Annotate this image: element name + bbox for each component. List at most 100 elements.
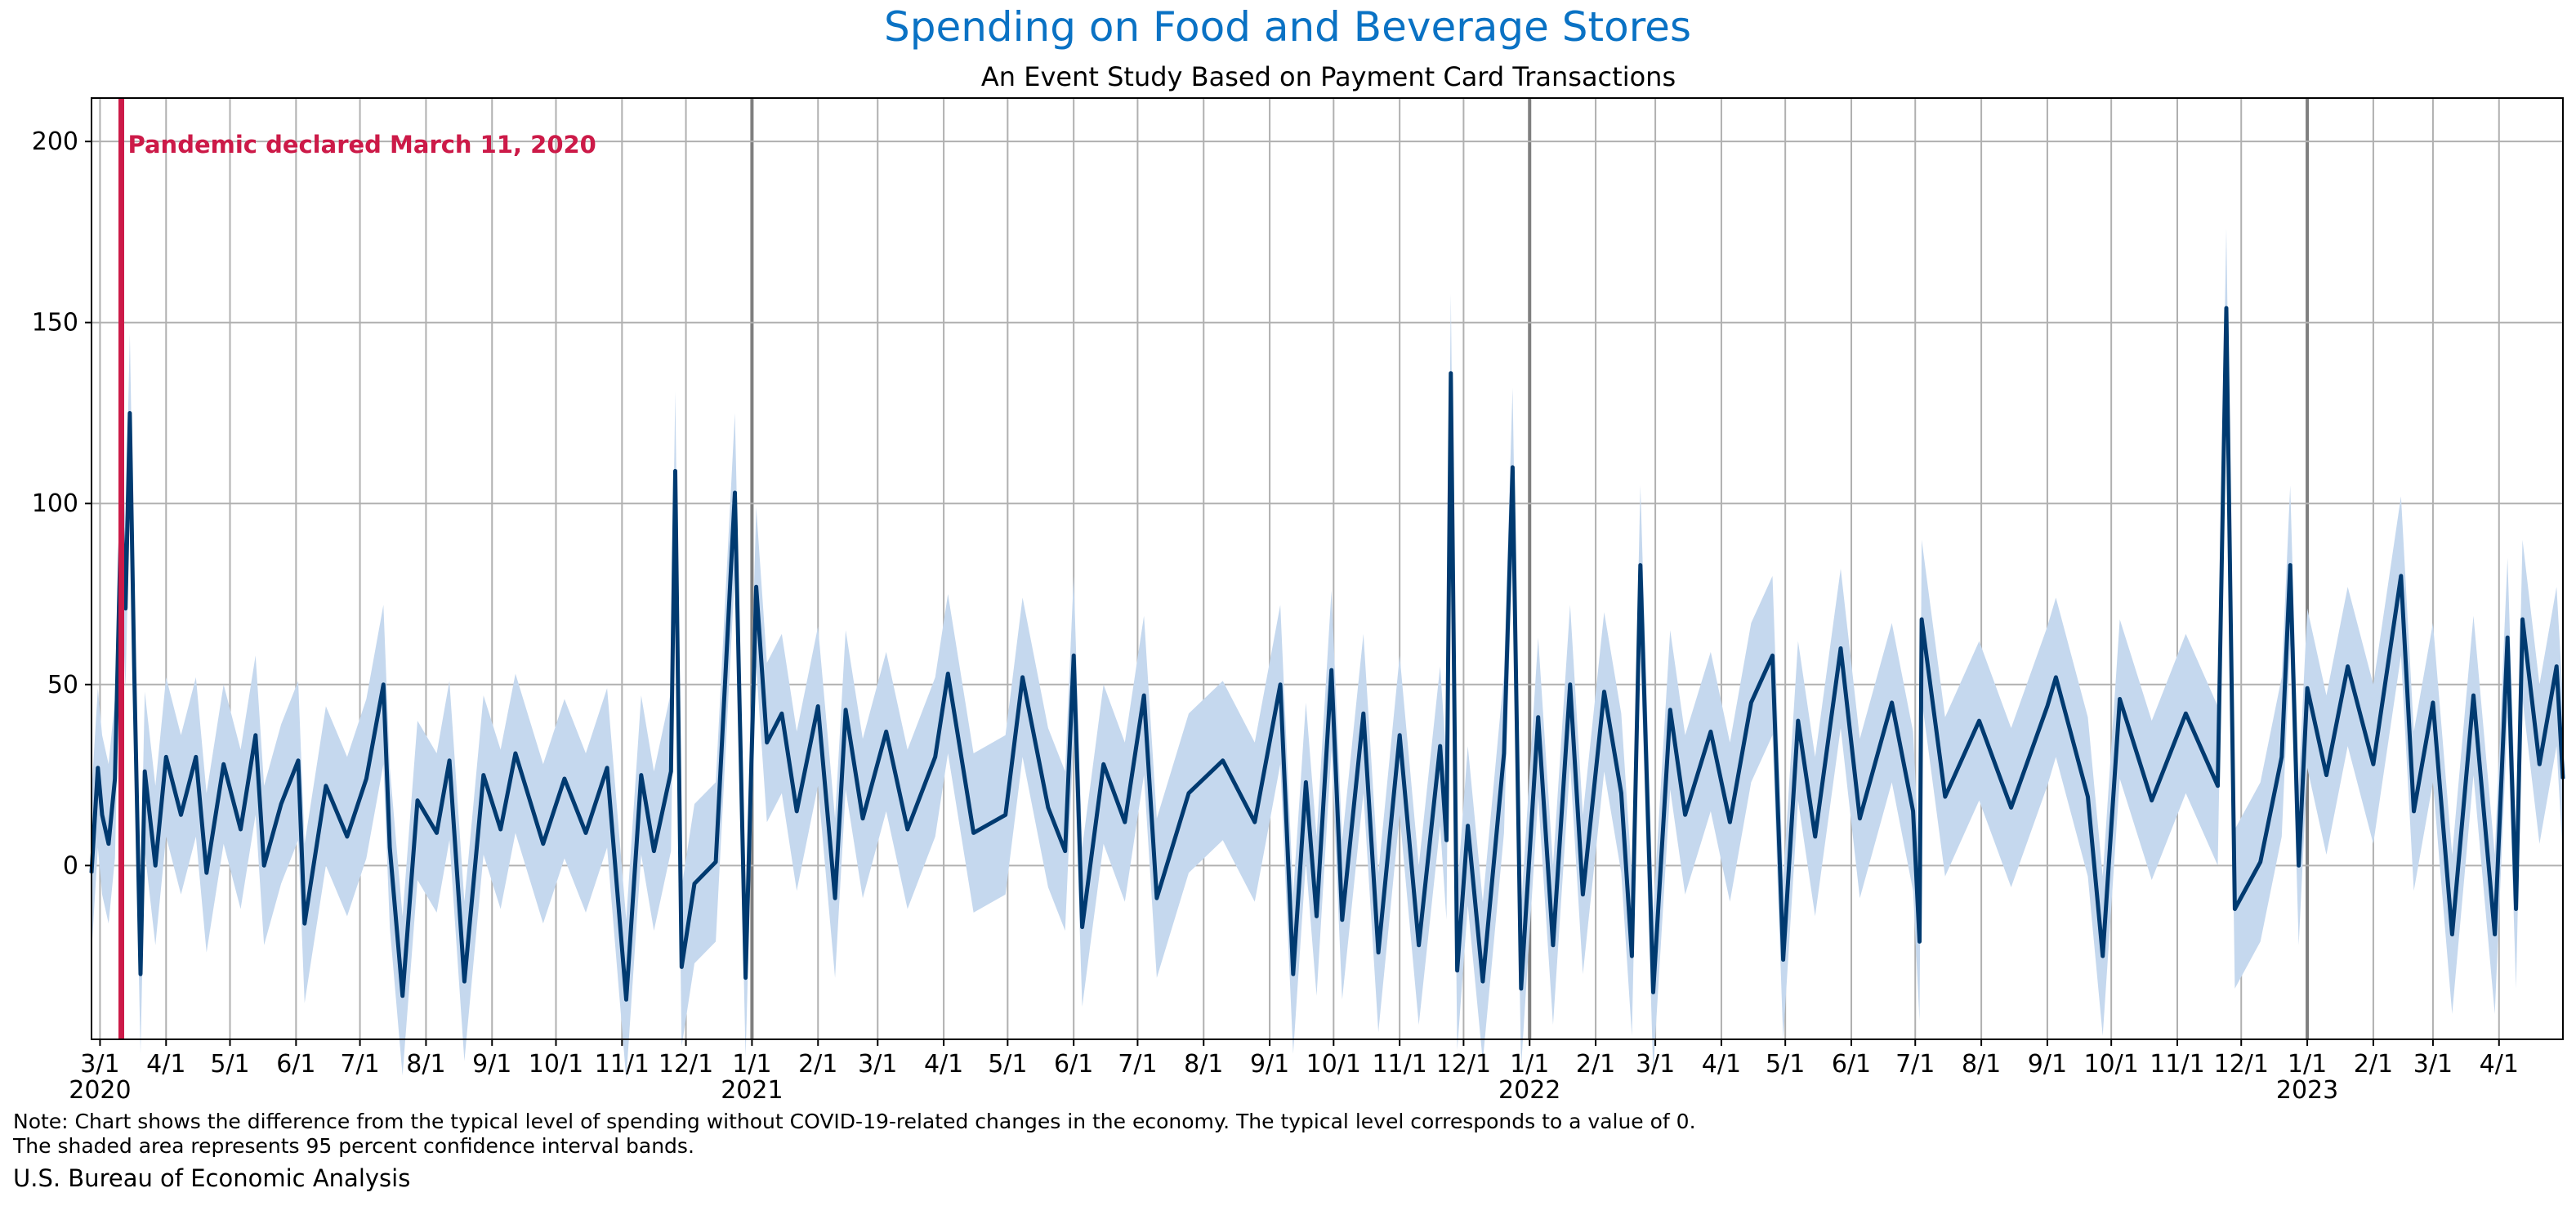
data-point [674, 469, 676, 472]
data-point [1630, 954, 1633, 958]
data-point [885, 730, 888, 733]
data-point [744, 976, 748, 980]
data-point [640, 774, 643, 777]
data-point [124, 607, 127, 610]
data-point [946, 672, 949, 675]
data-point [1569, 683, 1572, 686]
data-point [1142, 694, 1145, 697]
x-tick-label: 4/1 [1702, 1050, 1741, 1079]
data-point [1341, 918, 1344, 922]
data-point [563, 777, 566, 780]
y-tick-label: 50 [47, 671, 78, 699]
data-point [1537, 716, 1540, 719]
y-tick-label: 0 [63, 851, 78, 880]
x-tick-label: 4/1 [2480, 1050, 2519, 1079]
data-point [462, 980, 466, 983]
data-point [2259, 860, 2262, 864]
data-point [605, 766, 609, 770]
data-point [1304, 780, 1307, 784]
data-point [297, 759, 300, 762]
data-point [1004, 813, 1007, 816]
data-point [1292, 972, 1295, 976]
data-point [1918, 940, 1921, 943]
data-point [1439, 744, 1442, 748]
data-point [2288, 564, 2292, 567]
data-point [514, 752, 517, 755]
data-point [239, 828, 242, 831]
x-tick-label: 9/1 [472, 1050, 511, 1079]
data-point [164, 755, 167, 758]
data-point [844, 708, 847, 712]
data-point [1603, 690, 1605, 694]
x-tick-label: 3/1 [2413, 1050, 2453, 1079]
data-point [205, 871, 208, 874]
x-tick-label: 4/1 [924, 1050, 963, 1079]
data-point [2346, 665, 2350, 668]
data-point [693, 882, 696, 885]
data-point [2101, 954, 2105, 958]
source-label: U.S. Bureau of Economic Analysis [13, 1164, 411, 1192]
data-point [2431, 701, 2435, 704]
x-year-label: 2020 [69, 1076, 131, 1105]
data-point [143, 770, 146, 773]
data-point [499, 828, 502, 831]
data-point [382, 683, 385, 686]
data-point [1814, 835, 1817, 838]
data-point [1456, 969, 1459, 972]
x-tick-label: 3/1 [1636, 1050, 1675, 1079]
data-point [96, 766, 100, 770]
x-tick-label: 12/1 [659, 1050, 713, 1079]
x-year-label: 2021 [721, 1076, 783, 1105]
data-point [669, 770, 672, 773]
data-point [1417, 944, 1421, 947]
data-point [2184, 712, 2187, 715]
data-point [482, 774, 485, 777]
data-point [2054, 676, 2057, 679]
data-point [2306, 686, 2309, 690]
x-tick-label: 4/1 [146, 1050, 185, 1079]
x-tick-label: 6/1 [276, 1050, 315, 1079]
y-tick-label: 150 [32, 309, 78, 337]
data-point [132, 665, 136, 668]
chart-title: Spending on Food and Beverage Stores [884, 3, 1691, 51]
data-point [2087, 795, 2089, 798]
data-point [795, 810, 798, 813]
data-point [1912, 810, 1915, 813]
data-point [1619, 792, 1623, 795]
data-point [2413, 810, 2415, 813]
data-point [107, 842, 110, 846]
data-point [625, 998, 627, 1001]
data-point [1978, 719, 1980, 722]
x-tick-label: 10/1 [1306, 1050, 1361, 1079]
x-tick-label: 1/1 [732, 1050, 771, 1079]
data-point [2280, 755, 2284, 758]
x-tick-label: 7/1 [1118, 1050, 1157, 1079]
data-point [1081, 926, 1084, 929]
data-point [2555, 665, 2558, 668]
x-year-label: 2022 [1498, 1076, 1560, 1105]
data-point [262, 864, 266, 867]
data-point [222, 762, 225, 766]
data-point [2118, 698, 2122, 700]
x-tick-label: 12/1 [1436, 1050, 1491, 1079]
x-tick-label: 2/1 [798, 1050, 837, 1079]
data-point [448, 759, 451, 762]
data-point [1502, 752, 1506, 755]
data-point [435, 831, 438, 834]
data-point [1668, 708, 1672, 712]
x-tick-label: 1/1 [1510, 1050, 1549, 1079]
data-point [2538, 762, 2541, 766]
data-point [303, 922, 306, 925]
data-point [1362, 712, 1365, 715]
data-point [972, 831, 975, 834]
event-marker: Pandemic declared March 11, 2020 [118, 98, 596, 1039]
data-point [1581, 893, 1584, 896]
data-point [755, 585, 758, 588]
y-tick-label: 100 [32, 489, 78, 518]
data-point [128, 412, 132, 414]
x-tick-label: 3/1 [80, 1050, 119, 1079]
data-point [584, 831, 587, 834]
data-point [139, 972, 142, 976]
